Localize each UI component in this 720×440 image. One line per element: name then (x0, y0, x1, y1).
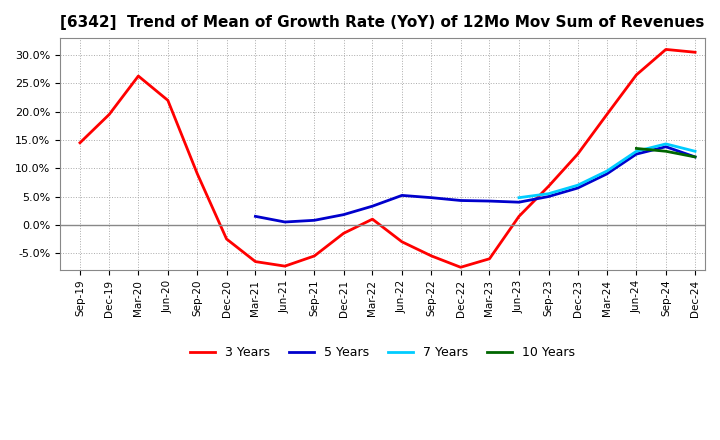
Line: 5 Years: 5 Years (256, 147, 695, 222)
Legend: 3 Years, 5 Years, 7 Years, 10 Years: 3 Years, 5 Years, 7 Years, 10 Years (185, 341, 580, 364)
Line: 7 Years: 7 Years (519, 144, 695, 198)
Title: [6342]  Trend of Mean of Growth Rate (YoY) of 12Mo Mov Sum of Revenues: [6342] Trend of Mean of Growth Rate (YoY… (60, 15, 705, 30)
Line: 10 Years: 10 Years (636, 148, 695, 157)
Line: 3 Years: 3 Years (80, 49, 695, 267)
